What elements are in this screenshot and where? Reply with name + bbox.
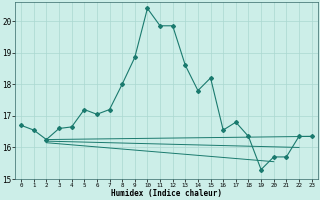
X-axis label: Humidex (Indice chaleur): Humidex (Indice chaleur)	[111, 189, 222, 198]
